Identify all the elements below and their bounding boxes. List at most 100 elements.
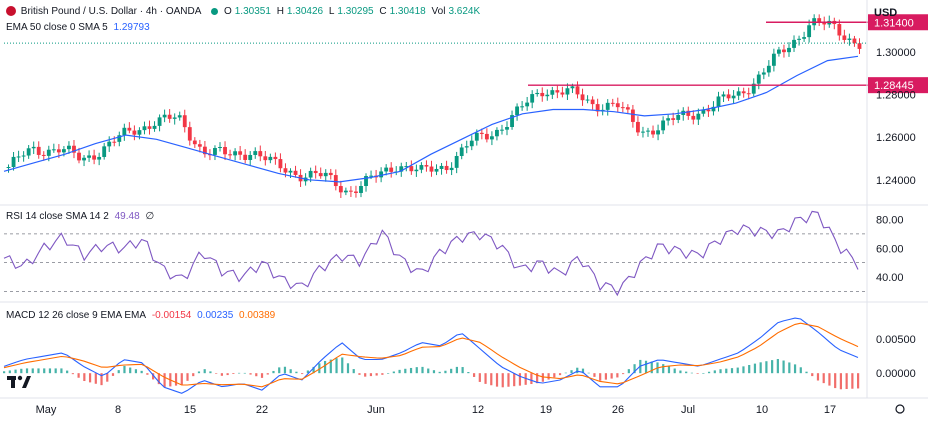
macd-histogram-bar [25,368,29,374]
macd-histogram-bar [243,372,246,374]
candle-body [751,83,756,94]
pound-flag-icon [6,6,16,17]
macd-hist-value: -0.00154 [151,310,192,321]
macd-histogram-bar [707,371,711,374]
price-tick-label: 1.28000 [876,90,916,102]
candle-body [741,91,746,94]
price-pane: 1.31400 1.28445 [3,14,928,198]
candle-body [575,86,580,95]
macd-histogram-bar [484,373,487,384]
candle-body [283,168,288,173]
symbol-legend: British Pound / U.S. Dollar · 4h · OANDA… [6,6,483,18]
candle-body [233,151,238,156]
candle-body [822,22,827,25]
macd-histogram-bar [301,373,304,375]
candle-body [560,92,565,95]
candle-body [369,175,373,177]
candle-body [782,49,786,53]
macd-histogram-bar [255,373,258,377]
candle-body [187,127,192,141]
price-tick-label: 1.26000 [876,132,916,144]
x-tick-label: Jun [367,404,385,416]
macd-histogram-bar [507,373,510,387]
candle-body [419,165,424,170]
macd-legend[interactable]: MACD 12 26 close 9 EMA EMA -0.00154 0.00… [6,310,278,322]
candle-body [731,95,736,99]
macd-histogram-bar [450,368,453,374]
candle-body [842,35,847,40]
macd-histogram-bar [811,373,814,377]
macd-histogram-bar [736,367,739,374]
candle-body [525,102,530,107]
candle-body [67,145,71,150]
currency-selector[interactable]: USD [874,7,898,19]
macd-histogram-bar [94,373,97,384]
macd-histogram-bar [558,373,562,376]
macd-histogram-bar [490,373,493,386]
candle-body [580,94,585,101]
vol-label: Vol [431,6,446,17]
candle-body [182,115,187,128]
candle-body [651,130,655,135]
candle-body [520,106,525,108]
candle-body [721,94,726,97]
candle-body [857,43,862,49]
candle-body [852,38,857,44]
macd-histogram-bar [495,373,499,387]
macd-histogram-bar [226,373,229,376]
macd-histogram-bar [444,370,447,374]
macd-histogram-bar [742,366,745,374]
macd-histogram-bar [719,369,722,374]
rsi-extra: ∅ [145,211,155,222]
candle-body [474,132,479,141]
macd-histogram-bar [461,367,464,374]
candle-body [51,149,56,151]
candle-body [464,146,469,148]
candle-body [399,166,404,172]
x-tick-label: Jul [681,404,695,416]
macd-histogram-bar [220,373,223,376]
macd-histogram-bar [776,359,779,374]
candle-body [333,175,338,187]
candle-body [16,156,21,158]
macd-histogram-bar [667,366,671,374]
candle-body [454,155,459,168]
candle-body [404,166,409,168]
candle-body [847,38,852,40]
candle-body [359,186,363,193]
candle-body [308,170,313,178]
rsi-legend[interactable]: RSI 14 close SMA 14 2 49.48 ∅ [6,211,157,223]
candle-body [26,148,31,156]
candle-body [510,115,514,128]
candle-body [515,106,519,116]
signal-line [3,322,859,388]
low-label: L [328,6,335,17]
macd-histogram-bar [730,368,734,374]
macd-histogram-bar [381,373,384,375]
macd-histogram-bar [765,361,768,374]
vol-value: 3.624K [448,6,481,17]
macd-histogram-bar [352,369,355,374]
macd-histogram-bar [839,373,843,390]
macd-histogram-bar [232,373,235,374]
macd-histogram-bar [341,357,344,374]
candle-body [590,99,595,105]
ema-legend[interactable]: EMA 50 close 0 SMA 5 1.29793 [6,22,153,34]
candle-body [318,173,323,177]
macd-histogram-bar [203,369,206,374]
tradingview-logo-icon [7,375,31,388]
candle-body [495,129,499,137]
open-value: 1.30351 [234,6,271,17]
rsi-line [3,210,859,297]
macd-histogram-bar [828,373,831,386]
candle-body [313,170,318,174]
candle-body [837,24,842,36]
candle-body [243,154,248,160]
macd-histogram-bar [650,361,653,374]
candle-body [666,118,671,121]
macd-histogram-bar [541,373,544,382]
candle-body [671,118,676,120]
macd-histogram-bar [610,373,613,379]
ema-label: EMA 50 close 0 SMA 5 [6,22,108,33]
candle-body [676,114,681,120]
